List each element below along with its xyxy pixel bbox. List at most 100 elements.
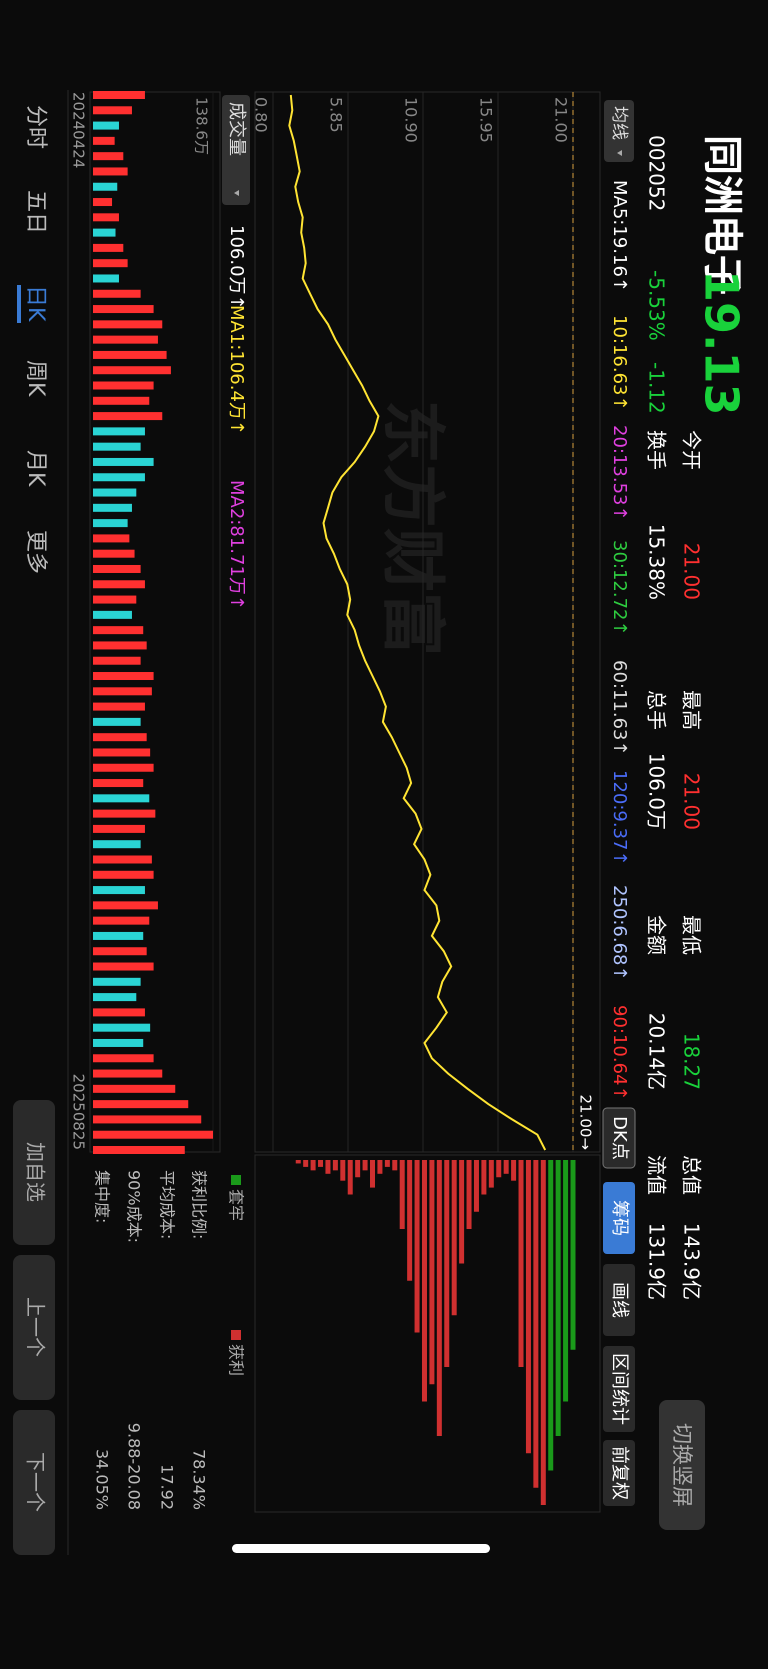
tab[interactable]: 更多 — [23, 530, 48, 574]
action-button[interactable] — [13, 1410, 55, 1555]
tool-label: 区间统计 — [609, 1353, 630, 1425]
volume-bar — [93, 1054, 154, 1063]
watermark: 东方财富 — [374, 400, 448, 656]
chip-bar — [459, 1160, 465, 1264]
chip-bar — [392, 1160, 398, 1171]
chip-bar — [407, 1160, 413, 1281]
chip-bar — [503, 1160, 509, 1174]
ma-button[interactable] — [604, 100, 634, 162]
ma-item: 250:6.68↑ — [609, 885, 630, 981]
action-button[interactable] — [13, 1100, 55, 1245]
ma-item: 120:9.37↑ — [609, 770, 630, 866]
tab[interactable]: 周K — [23, 360, 48, 397]
volume-bar — [93, 1008, 145, 1017]
tool-button[interactable] — [603, 1182, 635, 1254]
volume-legend: MA1:106.4万↑ — [226, 305, 247, 435]
stat-label: 今开 — [680, 430, 704, 470]
chip-stat-label: 集中度: — [93, 1170, 112, 1223]
volume-bar — [92, 656, 141, 665]
tool-label: 前复权 — [609, 1446, 630, 1500]
action-button[interactable] — [13, 1255, 55, 1400]
volume-bar — [93, 427, 145, 436]
chip-bar — [518, 1160, 524, 1367]
volume-bar — [92, 136, 115, 145]
change: -1.12 — [645, 362, 669, 414]
volume-bar — [92, 626, 144, 635]
tool-label: DK点 — [609, 1116, 630, 1160]
chip-bar — [421, 1160, 427, 1402]
chip-bar — [414, 1160, 420, 1333]
y-tick-label: 138.6万 — [193, 97, 211, 155]
tab[interactable]: 五日 — [23, 190, 48, 234]
chip-bar — [429, 1160, 435, 1385]
switch-button[interactable] — [659, 1400, 705, 1530]
volume-bar — [92, 595, 137, 604]
action-label: 下一个 — [24, 1452, 48, 1512]
volume-bar — [93, 182, 118, 191]
volume-bar — [93, 886, 145, 895]
chip-bar — [340, 1160, 346, 1181]
tab-underline — [17, 285, 21, 323]
change-pct: -5.53% — [645, 270, 669, 341]
dropdown-icon — [617, 150, 622, 156]
volume-bar — [93, 534, 130, 543]
tab[interactable]: 分时 — [23, 105, 48, 149]
action-label: 上一个 — [24, 1297, 48, 1357]
tool-button[interactable] — [603, 1264, 635, 1336]
volume-button-label: 成交量 — [226, 102, 247, 156]
volume-bar — [92, 259, 128, 268]
stat-value: 18.27 — [680, 1033, 704, 1090]
chip-bar — [295, 1160, 301, 1164]
tab[interactable]: 日K — [23, 285, 48, 322]
stat-value: 15.38% — [645, 524, 669, 600]
stat-value: 21.00 — [680, 773, 704, 830]
volume-bar — [92, 779, 144, 788]
tool-button[interactable] — [603, 1440, 635, 1506]
action-label: 加自选 — [24, 1142, 48, 1202]
chip-bar — [355, 1160, 361, 1178]
chip-bar — [488, 1160, 494, 1188]
chip-bar — [362, 1160, 368, 1171]
ma-item: 90:10.64↑ — [609, 1005, 630, 1101]
volume-bar — [93, 106, 132, 115]
volume-bar — [93, 1130, 213, 1139]
dropdown-icon — [234, 190, 239, 196]
chip-bar — [555, 1160, 561, 1436]
stat-label: 最高 — [680, 690, 704, 730]
tab[interactable]: 月K — [23, 450, 48, 487]
chip-bar — [533, 1160, 539, 1488]
volume-bar — [93, 412, 163, 421]
volume-bar — [92, 931, 144, 940]
stat-label: 总值 — [680, 1155, 704, 1195]
volume-legend: 106.0万↑ — [226, 225, 247, 310]
volume-bar — [92, 733, 147, 742]
volume-bar — [93, 672, 154, 681]
volume-bar — [93, 243, 124, 252]
stat-value: 106.0万 — [645, 753, 669, 830]
volume-bar — [93, 1146, 185, 1154]
chip-stat-value: 9.88-20.08 — [125, 1423, 144, 1510]
volume-bar — [92, 366, 171, 375]
volume-bar — [93, 457, 154, 466]
legend-swatch — [231, 1175, 241, 1185]
stock-code: 002052 — [645, 135, 669, 211]
y-tick-label: 21.00 — [552, 97, 571, 143]
volume-bar — [92, 855, 152, 864]
chip-bar — [473, 1160, 479, 1212]
volume-bar — [92, 641, 147, 650]
chip-bar — [325, 1160, 331, 1174]
volume-bar — [92, 809, 156, 818]
chip-bar — [399, 1160, 405, 1229]
home-indicator — [232, 1544, 490, 1553]
volume-bar — [92, 947, 147, 956]
volume-button[interactable] — [222, 95, 250, 205]
chip-bar — [436, 1160, 442, 1436]
tool-button[interactable] — [603, 1346, 635, 1432]
volume-bar — [92, 167, 128, 176]
tool-button[interactable] — [602, 1107, 636, 1169]
chip-bar — [303, 1160, 309, 1167]
chip-bar — [481, 1160, 487, 1195]
stat-value: 131.9亿 — [645, 1223, 669, 1300]
